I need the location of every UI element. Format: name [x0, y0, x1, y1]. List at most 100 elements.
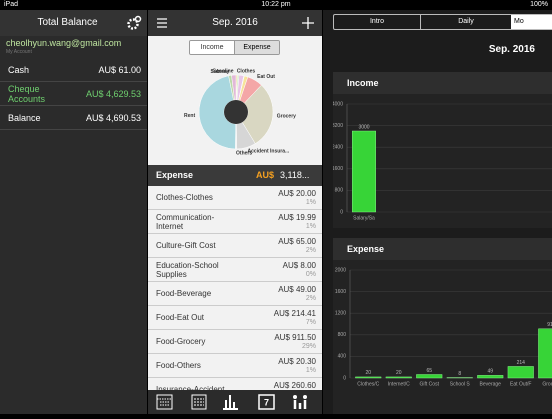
- expense-amount: AU$ 260.60: [274, 381, 316, 390]
- expense-name: Food-Grocery: [156, 330, 226, 353]
- expense-amount: AU$ 8.00: [283, 261, 316, 270]
- expense-header: Expense: [333, 238, 552, 260]
- pie-label: Clothes: [237, 68, 256, 74]
- expense-percent: 1%: [306, 367, 316, 374]
- time: 10:22 pm: [0, 1, 552, 8]
- expense-name: Food-Others: [156, 354, 226, 377]
- bar: [352, 131, 376, 212]
- bar: [416, 374, 442, 378]
- expense-name: Food-Beverage: [156, 282, 226, 305]
- pie-label: Rent: [184, 113, 195, 119]
- expense-name: Insurance-Accident: [156, 378, 226, 390]
- type-toggle: Income Expense: [189, 40, 280, 55]
- bar-value: 214: [517, 360, 526, 366]
- bar: [538, 329, 552, 378]
- tab-daily[interactable]: Daily: [420, 15, 511, 29]
- account-row: Cheque Accounts AU$ 4,629.53: [0, 82, 147, 106]
- toggle-expense[interactable]: Expense: [234, 41, 279, 54]
- expense-amount: AU$ 911.50: [274, 333, 316, 342]
- settings-icon[interactable]: [126, 15, 142, 31]
- expense-percent: 1%: [306, 199, 316, 206]
- summary: Expense AU$ 3,118...: [148, 165, 322, 186]
- calendar-month[interactable]: [157, 395, 172, 409]
- x-tick-label: School S: [450, 381, 471, 387]
- email: cheolhyun.wang@gmail.com: [6, 38, 121, 48]
- account-subtitle: My Account: [6, 49, 32, 55]
- sidebar: Total Balance cheolhyun.wang@gmail.com M…: [0, 10, 147, 414]
- stats[interactable]: [223, 395, 238, 409]
- y-tick-label: 0: [340, 209, 343, 215]
- add-icon[interactable]: [301, 16, 315, 30]
- y-tick-label: 400: [338, 354, 347, 360]
- pie-label: Others: [236, 150, 252, 156]
- bar-value: 65: [426, 368, 432, 374]
- calendar-day[interactable]: 7: [259, 395, 274, 409]
- y-tick-label: 1600: [333, 166, 343, 172]
- income-header: Income: [333, 72, 552, 94]
- toggle-income[interactable]: Income: [190, 41, 234, 54]
- expense-chart: 040080012001600200020Clothes/C20Internet…: [333, 260, 552, 414]
- y-tick-label: 0: [343, 375, 346, 381]
- y-tick-label: 800: [335, 188, 344, 194]
- calendar-grid[interactable]: [192, 395, 206, 409]
- expense-name: Culture-Gift Cost: [156, 234, 226, 257]
- pie-label: Accident Insura...: [248, 149, 290, 155]
- tab-monthly[interactable]: Mo: [511, 15, 552, 29]
- expense-amount: AU$ 19.99: [278, 213, 316, 222]
- report-month: Sep. 2016: [323, 44, 535, 55]
- summary-title: Expense: [156, 165, 193, 186]
- expense-percent: 29%: [302, 343, 316, 350]
- y-tick-label: 1200: [335, 311, 346, 317]
- bar-value: 3000: [358, 124, 369, 130]
- x-tick-label: Beverage: [480, 381, 502, 387]
- menu-icon[interactable]: [156, 17, 168, 29]
- account-name: Balance: [8, 113, 58, 123]
- expense-row[interactable]: Insurance-Accident AU$ 260.60: [148, 378, 322, 390]
- battery: 100%: [530, 1, 548, 8]
- expense-percent: 7%: [306, 319, 316, 326]
- expense-amount: AU$ 65.00: [278, 237, 316, 246]
- summary-currency: AU$: [256, 165, 274, 186]
- bar: [355, 377, 381, 378]
- y-tick-label: 2000: [335, 267, 346, 273]
- expense-percent: 2%: [306, 295, 316, 302]
- y-tick-label: 2400: [333, 145, 343, 151]
- bar-value: 8: [458, 371, 461, 377]
- account-name: Cash: [8, 65, 58, 75]
- bar-value: 20: [365, 370, 371, 376]
- pie-hole: [224, 100, 248, 124]
- family[interactable]: [293, 395, 307, 409]
- y-tick-label: 3200: [333, 123, 343, 129]
- expense-amount: AU$ 214.41: [274, 309, 316, 318]
- tab-intro[interactable]: Intro: [334, 15, 420, 29]
- toolbar: 7: [148, 390, 322, 414]
- expense-name: Communication-Internet: [156, 210, 226, 233]
- report: Intro Daily Mo Sep. 2016 Income 0 800 1600…: [323, 10, 552, 414]
- bar: [508, 366, 534, 378]
- bar: [386, 377, 412, 378]
- month-title: Sep. 2016: [148, 10, 322, 36]
- y-tick-label: 800: [338, 332, 347, 338]
- expense-percent: 2%: [306, 247, 316, 254]
- account-amount: AU$ 4,629.53: [86, 89, 141, 99]
- x-tick-label: Clothes/C: [357, 381, 379, 387]
- account-name: Cheque Accounts: [8, 84, 58, 104]
- expense-amount: AU$ 20.30: [278, 357, 316, 366]
- expense-amount: AU$ 20.00: [278, 189, 316, 198]
- x-tick-label: Salary/Sa: [353, 215, 375, 221]
- toolbar-icons: 7: [148, 390, 322, 414]
